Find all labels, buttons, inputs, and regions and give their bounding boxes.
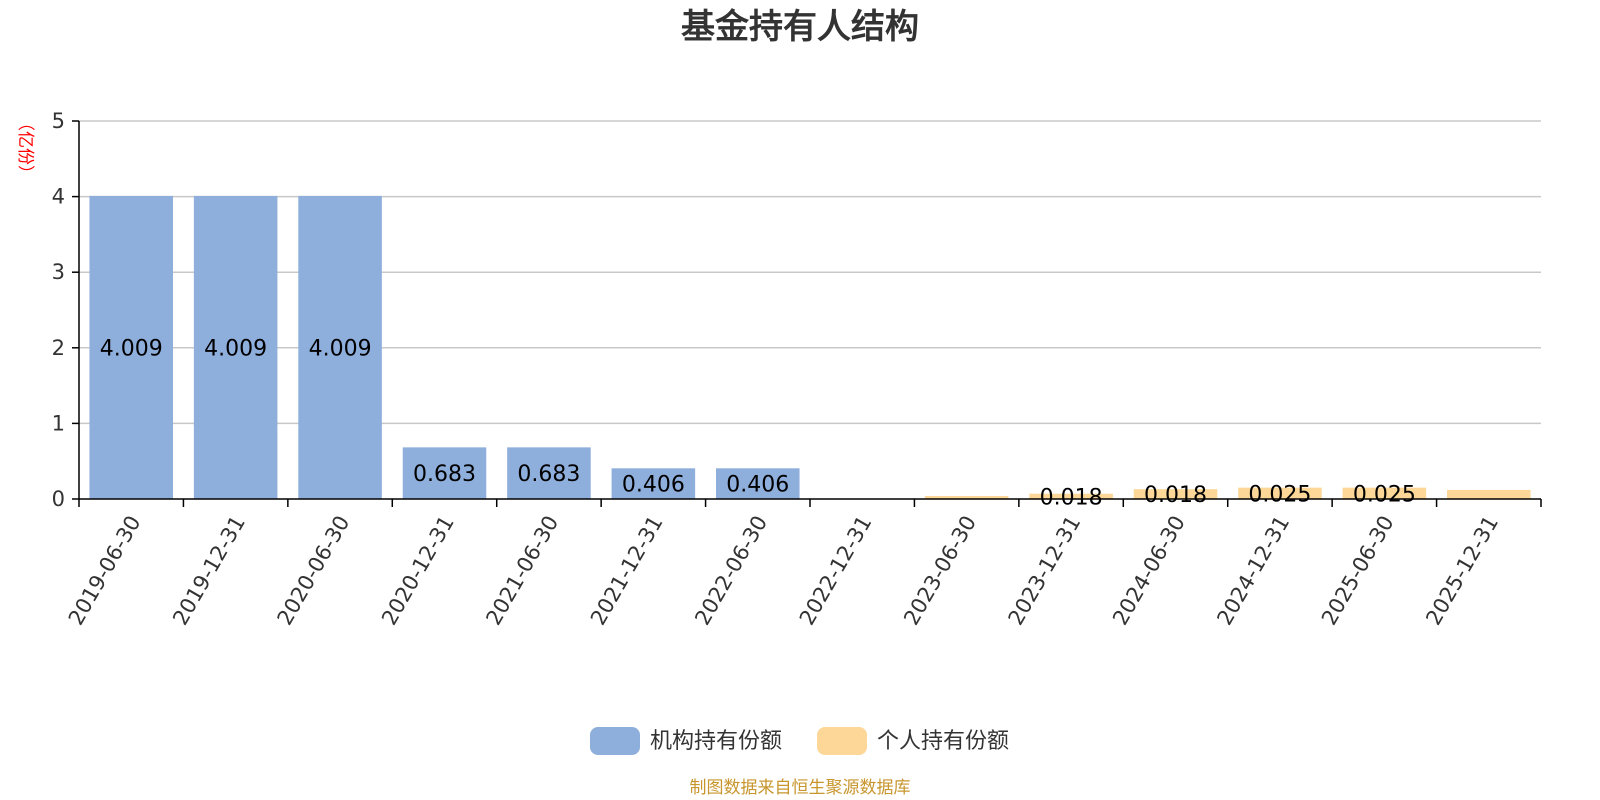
data-label: 0.025 xyxy=(1248,482,1311,507)
bar-institutional-2020-12-31 xyxy=(402,447,487,499)
x-tick-label: 2023-06-30 xyxy=(899,512,981,630)
bar-individual-2025-06-30 xyxy=(1342,487,1427,499)
bar-institutional-2020-06-30 xyxy=(298,195,382,499)
data-label: 0.683 xyxy=(413,462,476,487)
bars xyxy=(89,195,1531,499)
data-label: 0.018 xyxy=(1040,485,1103,510)
x-tick-label: 2022-06-30 xyxy=(690,512,772,630)
bar-individual-2025-12-31 xyxy=(1447,489,1531,499)
x-tick-labels: 2019-06-30 2019-12-31 2020-06-30 2020-12-31… xyxy=(64,512,1503,630)
legend: 机构持有份额 个人持有份额 xyxy=(590,727,1009,755)
y-tick-label: 3 xyxy=(52,260,65,284)
y-axis-unit-label: （亿份） xyxy=(15,114,35,182)
x-tick-label: 2021-06-30 xyxy=(481,512,563,630)
x-tick-label: 2020-06-30 xyxy=(273,512,355,630)
legend-swatch xyxy=(590,727,640,755)
legend-label: 个人持有份额 xyxy=(877,729,1009,754)
axes xyxy=(72,120,1542,507)
bar-individual-2024-12-31 xyxy=(1238,487,1322,499)
data-label: 0.683 xyxy=(517,462,580,487)
y-tick-label: 0 xyxy=(52,487,65,511)
bar-individual-2023-12-31 xyxy=(1029,493,1113,499)
bar-institutional-2021-06-30 xyxy=(507,447,591,499)
y-tick-label: 4 xyxy=(52,185,65,209)
x-tick-label: 2019-06-30 xyxy=(64,512,146,630)
x-tick-label: 2019-12-31 xyxy=(168,512,250,630)
x-tick-label: 2023-12-31 xyxy=(1004,512,1086,630)
x-tick-label: 2024-12-31 xyxy=(1212,512,1294,630)
data-label: 4.009 xyxy=(204,336,267,361)
bar-individual-2023-06-30 xyxy=(924,495,1009,499)
y-tick-label: 2 xyxy=(52,336,65,360)
bar-individual-2024-06-30 xyxy=(1133,489,1218,499)
y-tick-label: 1 xyxy=(52,411,65,435)
chart-title: 基金持有人结构 xyxy=(681,7,919,47)
bar-institutional-2022-06-30 xyxy=(716,468,800,499)
bar-institutional-2021-12-31 xyxy=(611,468,696,499)
data-label: 4.009 xyxy=(100,336,163,361)
x-tick-label: 2025-12-31 xyxy=(1421,512,1503,630)
data-label: 0.018 xyxy=(1144,483,1207,508)
y-tick-labels: 0 1 2 3 4 5 xyxy=(52,109,65,511)
y-tick-label: 5 xyxy=(52,109,65,133)
bar-institutional-2019-06-30 xyxy=(89,195,173,499)
data-label: 4.009 xyxy=(309,336,372,361)
legend-label: 机构持有份额 xyxy=(650,729,782,754)
x-tick-label: 2024-06-30 xyxy=(1108,512,1190,630)
legend-swatch xyxy=(817,727,867,755)
source-note: 制图数据来自恒生聚源数据库 xyxy=(690,778,911,798)
data-labels: 4.009 4.009 4.009 0.683 0.683 0.406 0.406 0.018… xyxy=(100,336,1416,510)
x-tick-label: 2021-12-31 xyxy=(586,512,668,630)
x-tick-label: 2022-12-31 xyxy=(795,512,877,630)
x-tick-label: 2020-12-31 xyxy=(377,512,459,630)
data-label: 0.025 xyxy=(1353,482,1416,507)
data-label: 0.406 xyxy=(622,473,685,498)
bar-institutional-2019-12-31 xyxy=(193,195,278,499)
x-tick-label: 2025-06-30 xyxy=(1317,512,1399,630)
data-label: 0.406 xyxy=(726,473,789,498)
